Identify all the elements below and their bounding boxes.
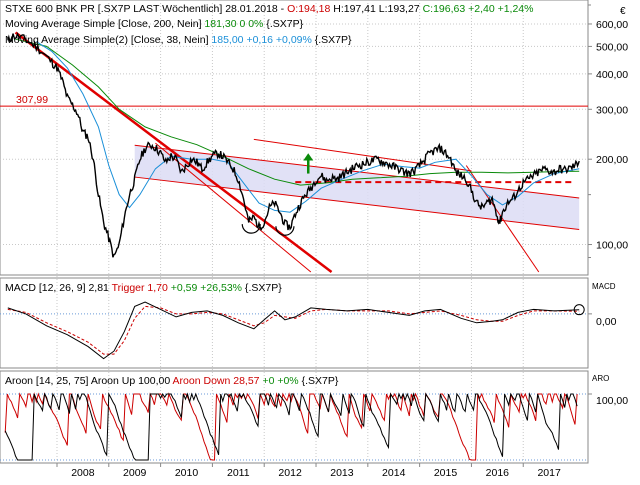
- legend-ma200-label: Moving Average Simple [Close, 200, Nein]: [5, 18, 204, 30]
- x-tick-label: 2008: [71, 467, 95, 479]
- y-tick-label: 400,00: [596, 69, 628, 81]
- macd-trigger-line: [7, 305, 580, 355]
- legend-ma38-value: 185,00 +0,16 +0,09%: [211, 34, 311, 46]
- legend-ma200-value: 181,30 0 0%: [204, 18, 263, 30]
- x-tick-label: 2010: [175, 467, 199, 479]
- legend-price-label: STXE 600 BNK PR [.SX7P LAST Wöchentlich]…: [5, 3, 287, 15]
- aroon-axis-title: ARO: [592, 374, 609, 383]
- macd-legend-change: +0,59 +26,53%: [168, 282, 242, 294]
- macd-legend-prefix: MACD [12, 26, 9] 2,81: [5, 282, 112, 294]
- x-tick-label: 2011: [227, 467, 250, 479]
- aroon-legend-down: Aroon Down 28,57: [173, 375, 260, 387]
- currency-label: €: [620, 6, 626, 17]
- aroon-axis-tick: 100,00: [596, 395, 628, 407]
- x-tick-label: 2015: [434, 467, 458, 479]
- macd-panel: [0, 277, 589, 369]
- resistance-label: 307,99: [16, 94, 48, 106]
- channel-lower-line: [134, 176, 580, 230]
- macd-legend-suffix: {.SX7P}: [242, 282, 282, 294]
- aroon-down-line: [4, 392, 578, 461]
- aroon-legend-suffix: {.SX7P}: [299, 375, 339, 387]
- macd-axis-title: MACD: [592, 282, 616, 291]
- aroon-legend-change: +0 +0%: [260, 375, 299, 387]
- channel-layer: 307,99: [0, 31, 588, 273]
- ma38-line: [36, 41, 580, 213]
- legend-price: STXE 600 BNK PR [.SX7P LAST Wöchentlich]…: [5, 3, 533, 15]
- downtrend-line-2: [155, 142, 312, 273]
- x-tick-label: 2016: [486, 467, 510, 479]
- legend-ma38-label: Moving Average Simple(2) [Close, 38, Nei…: [5, 34, 211, 46]
- x-tick-label: 2017: [537, 467, 561, 479]
- x-tick-label: 2009: [123, 467, 147, 479]
- ma200-line: [15, 38, 580, 186]
- x-tick-label: 2014: [382, 467, 406, 479]
- legend-ma38: Moving Average Simple(2) [Close, 38, Nei…: [5, 34, 352, 46]
- downtrend-line: [14, 31, 333, 273]
- grid-layer: [0, 0, 588, 463]
- series-layer: [7, 31, 580, 258]
- y-tick-label: 500,00: [596, 41, 628, 53]
- main-legend: STXE 600 BNK PR [.SX7P LAST Wöchentlich]…: [5, 3, 533, 46]
- channel-upper-line: [134, 144, 580, 199]
- aroon-panel: [0, 370, 589, 464]
- aroon-layer: [0, 392, 592, 461]
- breakout-arrow-head: [303, 153, 314, 161]
- aroon-legend: Aroon [14, 25, 75] Aroon Up 100,00 Aroon…: [5, 375, 339, 387]
- aroon-up-line: [4, 392, 578, 461]
- legend-ma200: Moving Average Simple [Close, 200, Nein]…: [5, 18, 304, 30]
- x-tick-label: 2013: [330, 467, 354, 479]
- y-tick-label: 300,00: [596, 104, 628, 116]
- macd-axis-tick: 0,00: [596, 316, 617, 328]
- macd-line: [7, 301, 580, 360]
- legend-price-open: O:194,18: [287, 3, 330, 15]
- macd-legend: MACD [12, 26, 9] 2,81 Trigger 1,70 +0,59…: [5, 282, 282, 294]
- legend-price-close: C:196,63 +2,40 +1,24%: [423, 3, 534, 15]
- macd-layer: [0, 301, 592, 360]
- legend-ma200-suffix: {.SX7P}: [263, 18, 303, 30]
- x-tick-label: 2012: [278, 467, 302, 479]
- double-bottom-arc: [275, 226, 295, 236]
- price-line: [7, 31, 580, 258]
- macd-legend-trigger: Trigger 1,70: [112, 282, 168, 294]
- macd-signal-circle: [573, 304, 585, 316]
- y-tick-label: 600,00: [596, 19, 628, 31]
- y-tick-label: 200,00: [596, 154, 628, 166]
- legend-price-hl: H:197,41 L:193,27: [330, 3, 422, 15]
- legend-ma38-suffix: {.SX7P}: [312, 34, 352, 46]
- trend-channel-fill: [134, 145, 580, 230]
- channel-extension-line: [253, 138, 472, 172]
- y-tick-label: 100,00: [596, 240, 628, 252]
- aroon-legend-prefix: Aroon [14, 25, 75] Aroon Up 100,00: [5, 375, 173, 387]
- axis-layer: 2008 2009 2010 2011 2012 2013 2014 2015 2016 2017…: [56, 4, 628, 479]
